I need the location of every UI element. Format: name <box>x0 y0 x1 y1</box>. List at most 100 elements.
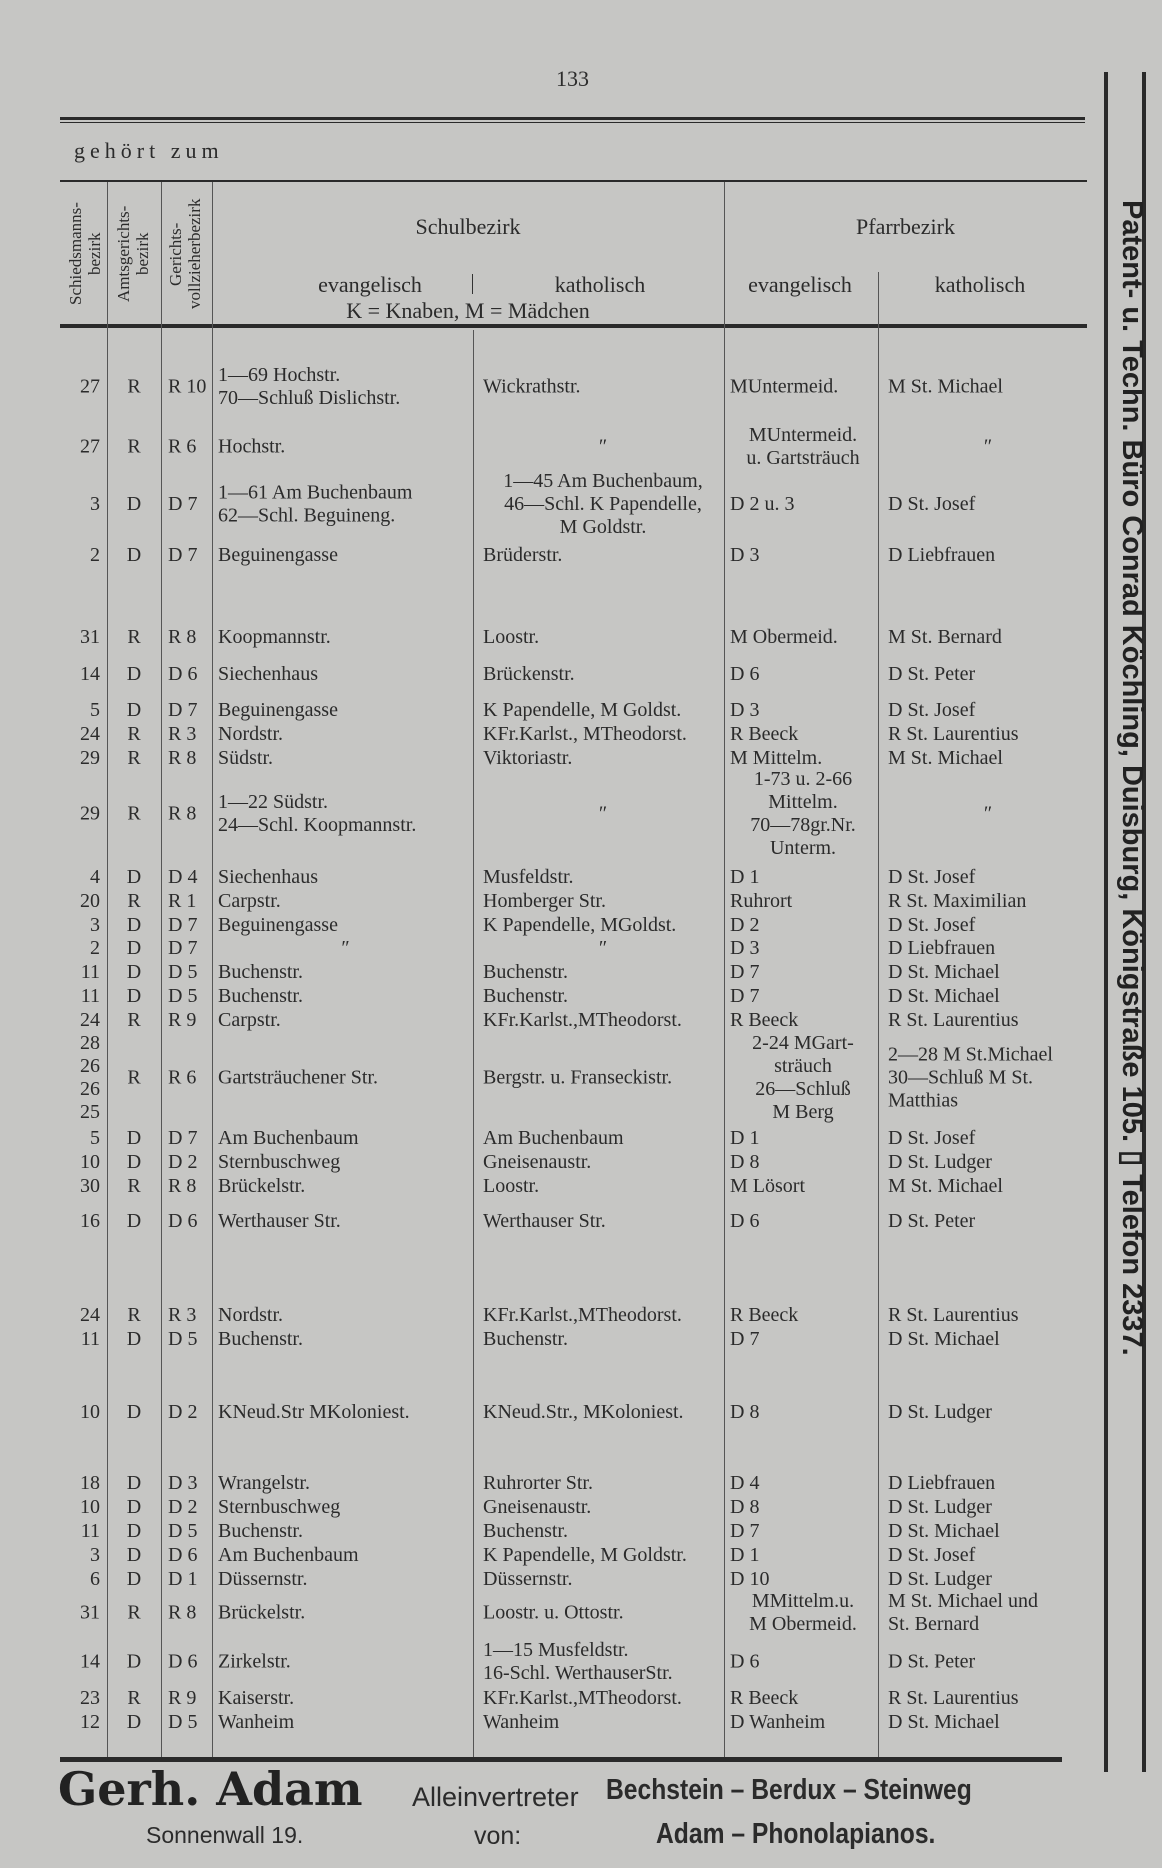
row-schiedsmann: 14 <box>80 662 100 685</box>
row-parish-kath: M St. Michael <box>888 1174 1003 1197</box>
row-parish-kath: D St. Josef <box>888 1543 976 1566</box>
row-gerichtsvollzieher: D 2 <box>168 1150 198 1173</box>
top-rule <box>60 117 1085 120</box>
row-parish-ev: D 3 <box>730 543 760 566</box>
row-schiedsmann: 23 <box>80 1686 100 1709</box>
row-school-ev: 1—61 Am Buchenbaum 62—Schl. Beguineng. <box>218 481 413 526</box>
row-amtsgericht: D <box>126 865 142 888</box>
table-row: 12 D D 5 Wanheim Wanheim D Wanheim D St. Micha… <box>0 1711 1100 1734</box>
table-row: 3 D D 6 Am Buchenbaum K Papendelle, M Goldst… <box>0 1544 1100 1567</box>
header-schulbezirk: Schulbezirk <box>415 214 521 239</box>
row-gerichtsvollzieher: R 9 <box>168 1686 197 1709</box>
row-parish-ev: M Obermeid. <box>730 625 838 648</box>
row-gerichtsvollzieher: D 7 <box>168 913 198 936</box>
row-parish-kath: D St. Michael <box>888 1327 1000 1350</box>
row-school-kath: 1—15 Musfeldstr. 16-Schl. WerthauserStr. <box>483 1639 673 1684</box>
row-schiedsmann: 4 <box>90 865 100 888</box>
table-row: 29 R R 8 1—22 Südstr. 24—Schl. Koopmannstr.… <box>0 768 1100 860</box>
row-gerichtsvollzieher: D 7 <box>168 698 198 721</box>
row-amtsgericht: R <box>127 1066 141 1089</box>
table-row: 24 R R 9 Carpstr. KFr.Karlst.,MTheodorst. R B… <box>0 1009 1100 1032</box>
row-parish-ev: M Lösort <box>730 1174 805 1197</box>
row-amtsgericht: D <box>126 1400 142 1423</box>
table-row: 31 R R 8 Koopmannstr. Loostr. M Obermeid. M St… <box>0 626 1100 649</box>
row-parish-kath: M St. Bernard <box>888 625 1002 648</box>
row-school-ev: Buchenstr. <box>218 984 303 1007</box>
row-school-ev: Beguinengasse <box>218 698 338 721</box>
row-schiedsmann: 5 <box>90 1126 100 1149</box>
ad-brands-line2: Adam – Phonolapianos. <box>656 1818 936 1850</box>
row-parish-ev: MUntermeid. u. Gartsträuch <box>746 424 860 469</box>
table-row: 10 D D 2 Sternbuschweg Gneisenaustr. D 8 D St.… <box>0 1496 1100 1519</box>
row-parish-ev: D 8 <box>730 1495 760 1518</box>
row-school-kath: K Papendelle, M Goldst. <box>483 698 682 721</box>
row-school-kath: ″ <box>598 802 608 825</box>
row-school-ev: Nordstr. <box>218 722 283 745</box>
row-amtsgericht: R <box>127 1174 141 1197</box>
row-school-kath: Bergstr. u. Franseckistr. <box>483 1066 673 1089</box>
table-row: 11 D D 5 Buchenstr. Buchenstr. D 7 D St. Micha… <box>0 985 1100 1008</box>
row-parish-kath: D Liebfrauen <box>888 1471 996 1494</box>
row-gerichtsvollzieher: D 5 <box>168 1519 198 1542</box>
row-school-ev: Buchenstr. <box>218 960 303 983</box>
row-school-kath: Gneisenaustr. <box>483 1495 592 1518</box>
page-number: 133 <box>556 66 589 91</box>
row-school-ev: Düssernstr. <box>218 1567 308 1590</box>
row-parish-ev: D 3 <box>730 936 760 959</box>
table-row: 4 D D 4 Siechenhaus Musfeldstr. D 1 D St. Jose… <box>0 866 1100 889</box>
row-parish-ev: D 6 <box>730 662 760 685</box>
row-school-kath: KFr.Karlst.,MTheodorst. <box>483 1008 682 1031</box>
row-amtsgericht: D <box>126 1327 142 1350</box>
row-parish-ev: M Mittelm. <box>730 746 823 769</box>
row-school-kath: KFr.Karlst.,MTheodorst. <box>483 1303 682 1326</box>
row-school-kath: Am Buchenbaum <box>483 1126 624 1149</box>
row-school-kath: Loostr. u. Ottostr. <box>483 1601 624 1624</box>
ad-von-label: von: <box>474 1822 522 1850</box>
row-parish-kath: D St. Peter <box>888 1650 976 1673</box>
table-row: 10 D D 2 KNeud.Str MKoloniest. KNeud.Str., M… <box>0 1401 1100 1424</box>
row-parish-ev: D 6 <box>730 1650 760 1673</box>
row-amtsgericht: D <box>126 1495 142 1518</box>
row-school-kath: Buchenstr. <box>483 984 568 1007</box>
row-amtsgericht: D <box>126 1209 142 1232</box>
row-schiedsmann: 24 <box>80 722 100 745</box>
row-school-kath: Wanheim <box>483 1710 560 1733</box>
row-parish-kath: M St. Michael <box>888 375 1003 398</box>
table-row: 6 D D 1 Düssernstr. Düssernstr. D 10 D St. Lud… <box>0 1568 1100 1591</box>
row-amtsgericht: R <box>127 722 141 745</box>
row-gerichtsvollzieher: D 7 <box>168 936 198 959</box>
row-school-kath: Wickrathstr. <box>483 375 581 398</box>
row-schiedsmann: 16 <box>80 1209 100 1232</box>
header-pfarr-ev: evangelisch <box>748 272 852 297</box>
row-amtsgericht: D <box>126 1567 142 1590</box>
header-schul-legend: K = Knaben, M = Mädchen <box>346 298 590 323</box>
col-divider <box>473 330 474 1757</box>
row-school-kath: Loostr. <box>483 625 540 648</box>
row-gerichtsvollzieher: R 3 <box>168 1303 197 1326</box>
sidebar-advertisement: Patent- u. Techn. Büro Conrad Köchling, … <box>1116 200 1148 1356</box>
row-school-ev: Carpstr. <box>218 1008 281 1031</box>
row-school-ev: Zirkelstr. <box>218 1650 291 1673</box>
header-divider <box>472 274 473 294</box>
row-school-kath: Buchenstr. <box>483 1519 568 1542</box>
row-school-ev: Brückelstr. <box>218 1174 306 1197</box>
row-schiedsmann: 6 <box>90 1567 100 1590</box>
row-school-ev: Südstr. <box>218 746 274 769</box>
header-bottom-rule <box>60 324 1087 328</box>
row-school-kath: KNeud.Str., MKoloniest. <box>483 1400 684 1423</box>
row-schiedsmann: 11 <box>80 1327 100 1350</box>
row-parish-ev: D 8 <box>730 1400 760 1423</box>
row-schiedsmann: 2 <box>90 543 100 566</box>
table-row: 14 D D 6 Zirkelstr. 1—15 Musfeldstr. 16-Schl… <box>0 1639 1100 1685</box>
row-school-kath: ″ <box>598 435 608 458</box>
row-school-kath: Buchenstr. <box>483 960 568 983</box>
header-top-rule <box>60 180 1087 182</box>
row-gerichtsvollzieher: R 8 <box>168 1174 197 1197</box>
row-school-kath: K Papendelle, MGoldst. <box>483 913 677 936</box>
row-parish-ev: MUntermeid. <box>730 375 839 398</box>
row-parish-kath: D St. Peter <box>888 1209 976 1232</box>
table-row: 14 D D 6 Siechenhaus Brückenstr. D 6 D St. Pet… <box>0 663 1100 686</box>
row-school-kath: Brüderstr. <box>483 543 563 566</box>
col-divider <box>161 182 162 1757</box>
row-school-ev: Kaiserstr. <box>218 1686 295 1709</box>
